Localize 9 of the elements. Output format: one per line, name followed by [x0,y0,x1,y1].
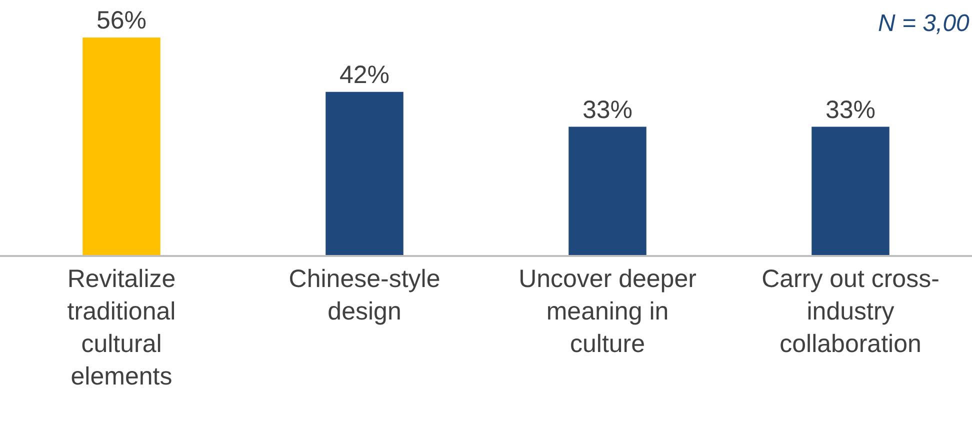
data-label: 33% [825,96,876,124]
x-tick-label: Carry out cross-industry collaboration [762,265,940,358]
text: N = 3,00 [878,10,970,37]
x-tick-label: Uncover deeper meaning in culture [518,265,696,358]
data-label: 42% [339,60,390,89]
x-tick-label: Revitalize traditional cultural elements [67,265,176,390]
x-tick-label: Chinese-style design [288,265,440,326]
data-label: 56% [96,6,147,34]
data-label: 33% [582,96,633,124]
